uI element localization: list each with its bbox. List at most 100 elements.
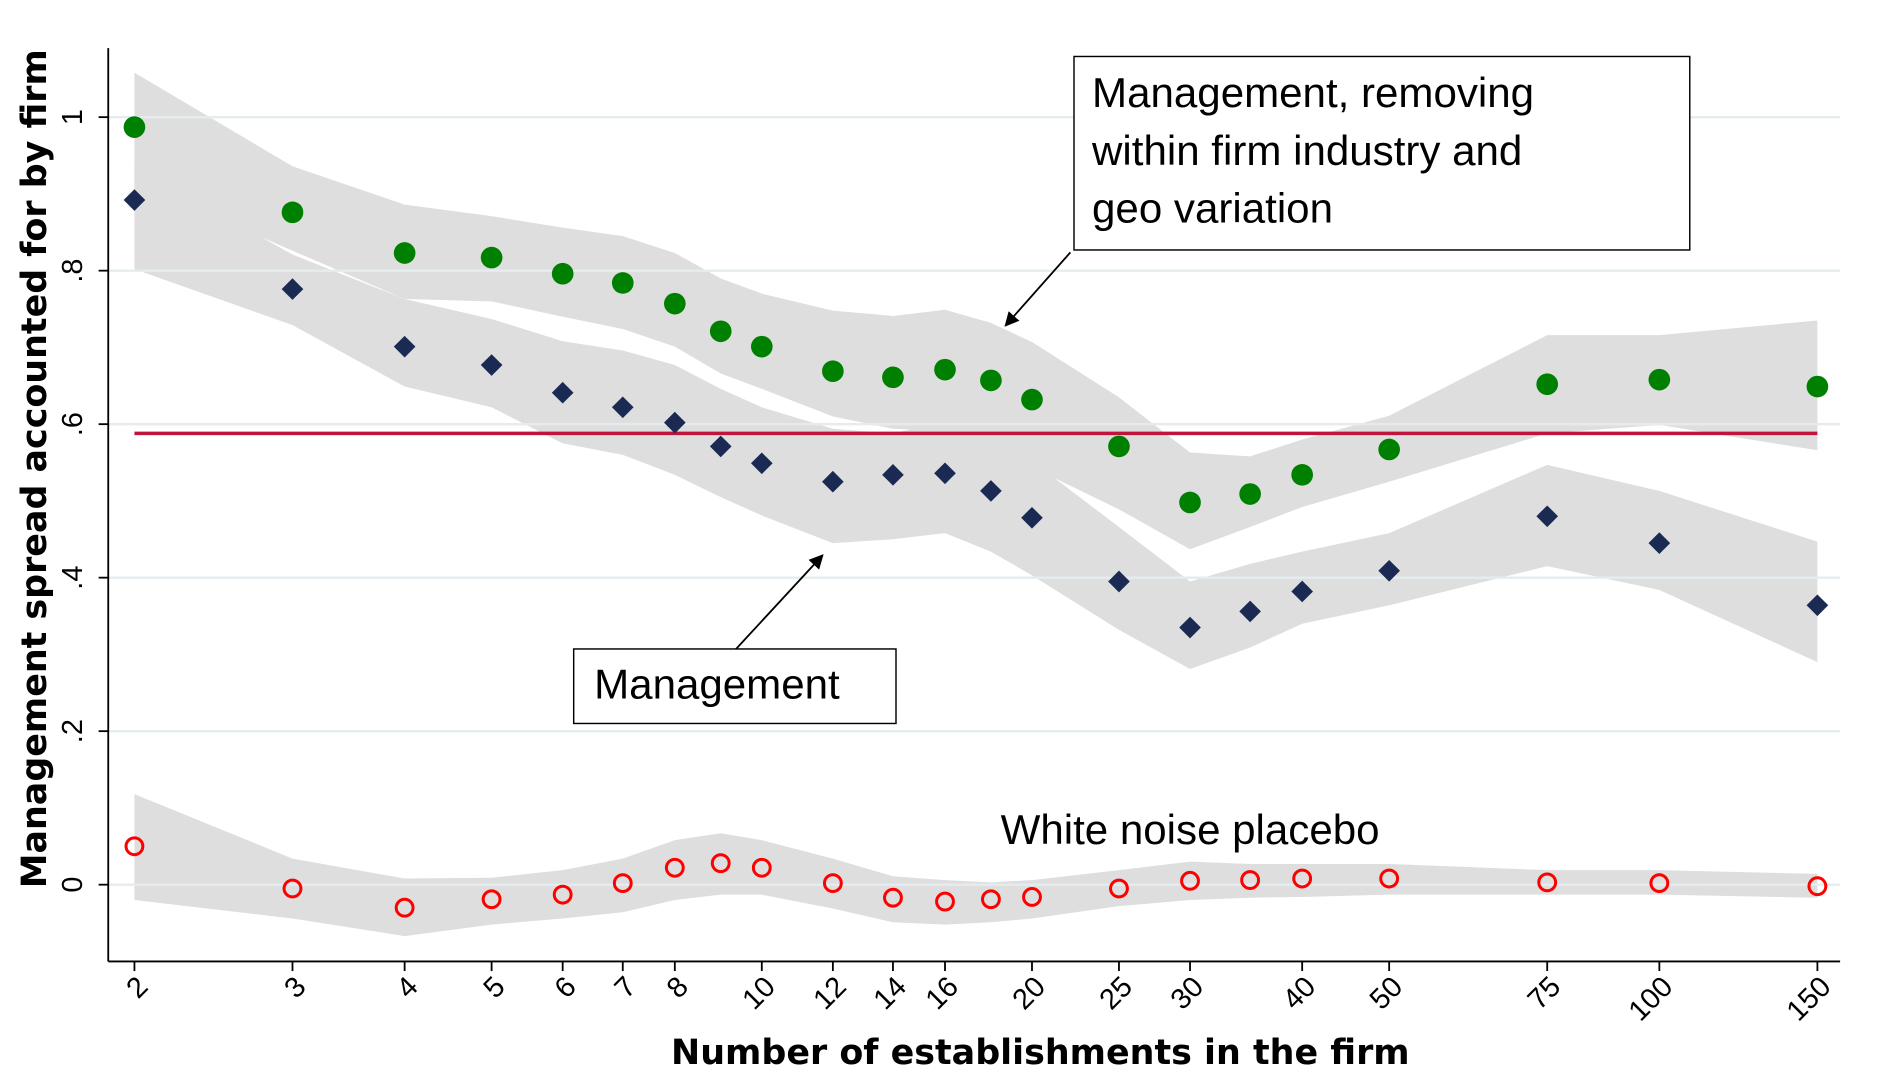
point: [1648, 368, 1671, 391]
x-tick-label: 75: [1522, 971, 1567, 1016]
point: [663, 411, 686, 434]
point: [1108, 435, 1130, 458]
marks: [123, 116, 1829, 918]
point: [1649, 873, 1670, 894]
point: [710, 853, 731, 874]
x-tick-label: 25: [1094, 971, 1139, 1016]
point: [1292, 868, 1313, 889]
x-tick-label: 5: [478, 971, 512, 1005]
point: [822, 360, 844, 383]
y-tick-label: 0: [57, 877, 89, 893]
point: [1291, 463, 1313, 486]
point: [481, 889, 502, 910]
confidence-band: [134, 166, 1818, 669]
point: [393, 335, 416, 358]
x-tick-label: 100: [1623, 971, 1680, 1028]
x-tick-label: 20: [1007, 971, 1052, 1016]
point: [751, 857, 772, 878]
point: [612, 873, 633, 894]
annotation-box: [572, 648, 897, 725]
y-axis-title: Management spread accounted for by firm: [15, 49, 55, 888]
point: [611, 272, 634, 294]
point: [480, 246, 503, 269]
point: [935, 891, 955, 912]
point: [709, 320, 732, 343]
point: [980, 889, 1001, 910]
x-tick-label: 40: [1277, 971, 1322, 1016]
point: [1536, 373, 1559, 396]
y-tick-label: .8: [57, 259, 89, 283]
annotation: White noise placebo: [1001, 806, 1380, 853]
point: [1022, 887, 1042, 907]
annotation: Management: [594, 661, 840, 708]
confidence-band: [134, 72, 1818, 550]
point: [709, 435, 732, 458]
y-tick-label: .2: [57, 719, 89, 743]
point: [1180, 870, 1200, 891]
confidence-band: [134, 794, 1818, 937]
point: [123, 189, 146, 211]
point: [882, 366, 904, 389]
point: [611, 396, 634, 419]
point: [124, 836, 145, 857]
point: [663, 292, 686, 315]
x-tick-label: 10: [736, 971, 781, 1016]
annotation: within firm industry and: [1091, 127, 1522, 174]
x-tick-label: 2: [120, 971, 154, 1005]
point: [883, 887, 903, 908]
y-tick-label: .6: [57, 412, 89, 436]
point: [750, 452, 773, 475]
point: [1239, 483, 1261, 505]
x-tick-label: 12: [807, 971, 852, 1016]
arrow: [1004, 251, 1072, 327]
point: [934, 358, 956, 381]
point: [1537, 872, 1558, 893]
annotations: Management, removing within firm industry…: [594, 69, 1534, 853]
x-tick-label: 8: [661, 971, 695, 1005]
point: [1806, 594, 1829, 617]
point: [750, 335, 773, 358]
x-tick-label: 7: [609, 971, 643, 1005]
x-tick-label: 30: [1165, 971, 1210, 1016]
point: [123, 116, 146, 138]
point: [1239, 600, 1261, 623]
point: [882, 463, 904, 486]
x-tick-label: 3: [278, 971, 312, 1005]
x-tick-label: 4: [391, 971, 425, 1005]
point: [1179, 491, 1201, 514]
x-tick-label: 16: [920, 971, 965, 1016]
point: [1648, 532, 1671, 554]
arrow: [735, 554, 824, 650]
point: [552, 884, 573, 905]
point: [1378, 438, 1400, 461]
x-tick-label: 50: [1364, 971, 1409, 1016]
point: [282, 878, 303, 899]
annotation: geo variation: [1092, 185, 1333, 232]
annotation-box: [1073, 55, 1691, 251]
point: [1021, 388, 1043, 411]
point: [394, 897, 415, 918]
point: [980, 369, 1002, 392]
point: [1379, 868, 1400, 889]
point: [281, 201, 304, 224]
x-tick-label: 150: [1781, 971, 1838, 1028]
point: [1179, 616, 1201, 639]
point: [1291, 580, 1313, 603]
point: [1109, 878, 1129, 899]
point: [1806, 375, 1829, 398]
point: [551, 262, 574, 285]
x-tick-label: 6: [549, 971, 583, 1005]
x-tick-label: 14: [868, 971, 913, 1016]
y-tick-label: .4: [57, 566, 89, 590]
point: [664, 857, 685, 878]
grid: [108, 115, 1841, 886]
point: [822, 873, 843, 894]
point: [393, 242, 416, 264]
point: [1807, 876, 1828, 897]
point: [281, 278, 304, 300]
x-axis-title: Number of establishments in the firm: [671, 1033, 1410, 1073]
point: [1021, 506, 1043, 529]
point: [1240, 870, 1261, 890]
